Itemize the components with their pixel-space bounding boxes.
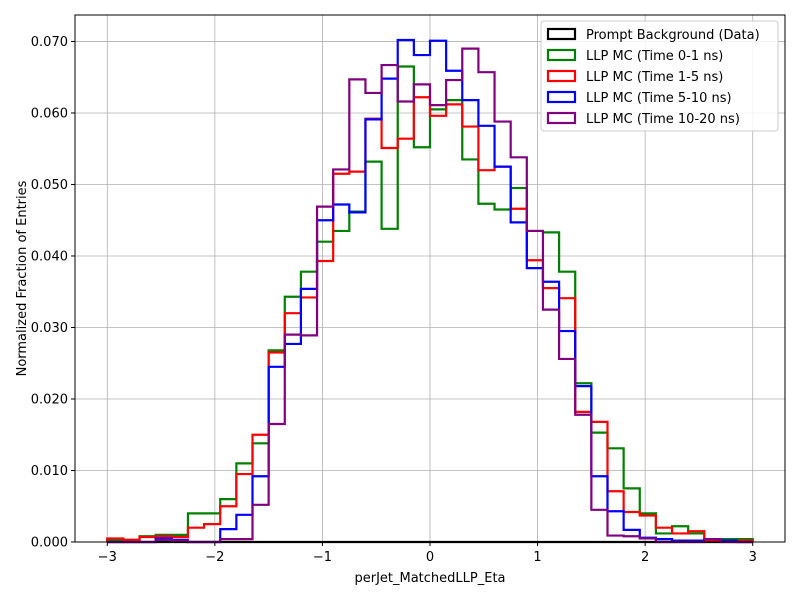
legend-swatch-3	[546, 90, 577, 104]
legend-label-2: LLP MC (Time 1-5 ns)	[586, 70, 723, 85]
legend-swatch-4	[546, 111, 577, 125]
legend-label-0: Prompt Background (Data)	[586, 28, 760, 43]
series-line-4	[107, 47, 753, 544]
x-tick-label: 1	[533, 550, 541, 565]
y-tick-label: 0.020	[31, 392, 68, 407]
legend-label-3: LLP MC (Time 5-10 ns)	[586, 91, 732, 106]
y-tick-label: 0.050	[31, 178, 68, 193]
y-axis-ticks: 0.000 0.010 0.020 0.030 0.040 0.050 0.060 0.070	[31, 35, 75, 551]
y-tick-label: 0.010	[31, 464, 68, 479]
legend: Prompt Background (Data) LLP MC (Time 0-1…	[540, 20, 779, 132]
series-line-2	[106, 96, 754, 542]
legend-label-1: LLP MC (Time 0-1 ns)	[586, 49, 723, 64]
y-axis-label: Normalized Fraction of Entries	[15, 180, 30, 376]
legend-swatch-2	[546, 69, 577, 83]
x-tick-label: −1	[313, 550, 332, 565]
series-line-3	[107, 38, 753, 544]
y-tick-label: 0.070	[31, 35, 68, 50]
x-tick-label: 2	[641, 550, 649, 565]
y-tick-label: 0.040	[31, 249, 68, 264]
y-tick-label: 0.030	[31, 321, 68, 336]
x-tick-label: −3	[98, 550, 117, 565]
legend-box	[540, 20, 779, 132]
y-tick-label: 0.060	[31, 106, 68, 121]
legend-label-4: LLP MC (Time 10-20 ns)	[586, 112, 740, 127]
x-tick-label: 3	[749, 550, 757, 565]
legend-swatch-0	[546, 27, 577, 41]
legend-swatch-1	[546, 48, 577, 62]
x-axis-label: perJet_MatchedLLP_Eta	[354, 571, 505, 586]
x-axis-ticks: −3 −2 −1 0 1 2 3	[98, 542, 757, 565]
x-tick-label: −2	[205, 550, 224, 565]
y-tick-label: 0.000	[31, 536, 68, 551]
x-tick-label: 0	[426, 550, 434, 565]
